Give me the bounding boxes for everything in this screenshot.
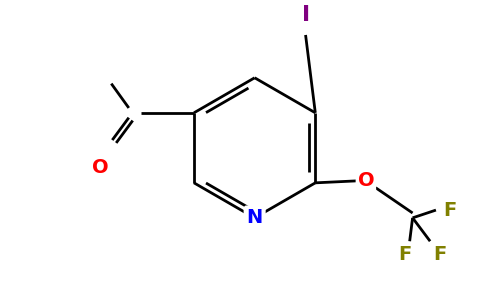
Text: F: F — [433, 245, 446, 264]
Text: N: N — [246, 208, 263, 227]
Text: I: I — [302, 5, 310, 25]
Text: F: F — [443, 201, 456, 220]
Text: O: O — [92, 158, 109, 176]
Text: O: O — [358, 171, 374, 190]
Text: F: F — [398, 245, 411, 264]
